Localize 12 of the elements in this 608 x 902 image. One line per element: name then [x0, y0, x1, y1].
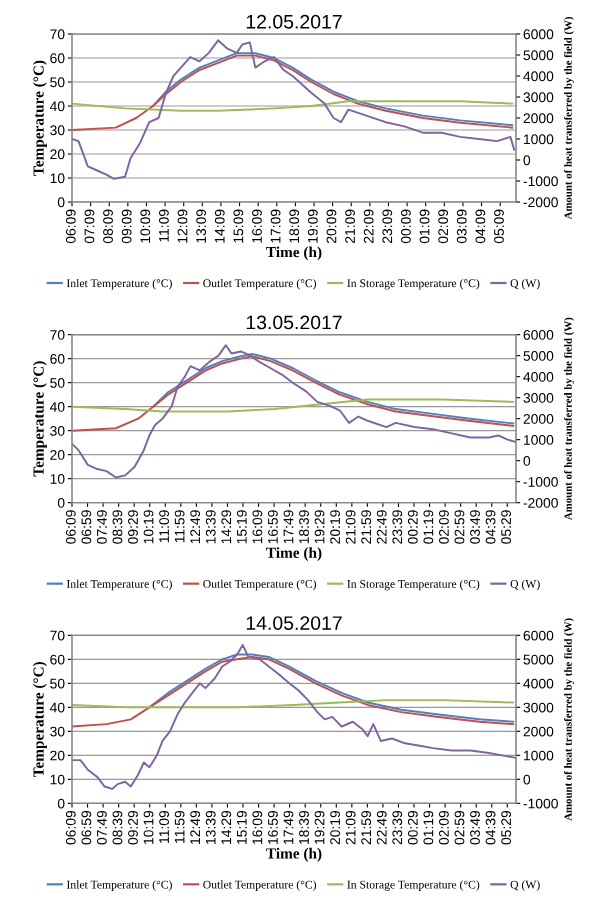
- line-series: [152, 52, 514, 127]
- chart-title: 13.05.2017: [246, 315, 342, 330]
- line-series: [72, 643, 516, 790]
- line-series: [72, 655, 515, 728]
- line-series: [72, 39, 516, 180]
- line-series: [72, 344, 516, 479]
- line-series: [72, 355, 515, 432]
- line-series: [72, 54, 514, 131]
- line-series: [152, 352, 515, 425]
- chart-title: 14.05.2017: [246, 616, 342, 630]
- line-series: [148, 653, 515, 723]
- chart-title: 12.05.2017: [246, 14, 342, 29]
